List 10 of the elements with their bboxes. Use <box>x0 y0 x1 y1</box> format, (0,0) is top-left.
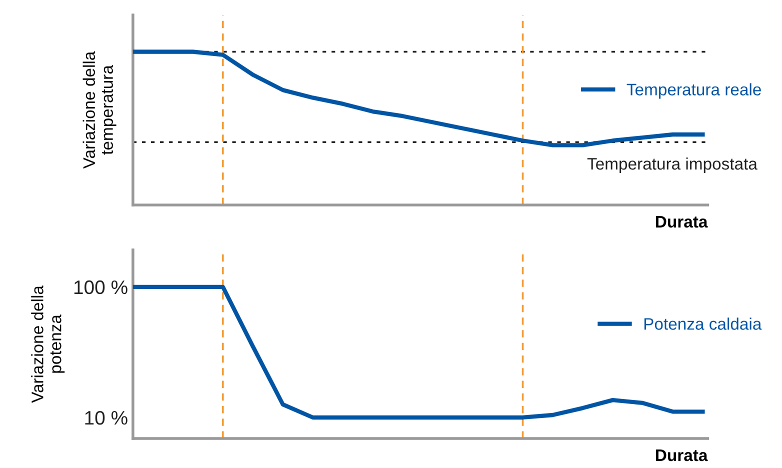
y-axis-title: Variazione della potenza <box>31 286 65 403</box>
x-axis-title: Durata <box>656 216 708 228</box>
y-axis-title: Variazione della temperatura <box>82 51 116 169</box>
ref-line-label: Temperatura impostata <box>587 157 758 174</box>
legend-label: Potenza caldaia <box>644 318 762 330</box>
line-series <box>132 284 705 420</box>
x-axis-title: Durata <box>656 450 708 462</box>
y-tick-label: 10 % <box>85 410 128 425</box>
legend-label: Temperatura reale <box>626 83 761 99</box>
y-tick-label: 100 % <box>74 280 128 294</box>
